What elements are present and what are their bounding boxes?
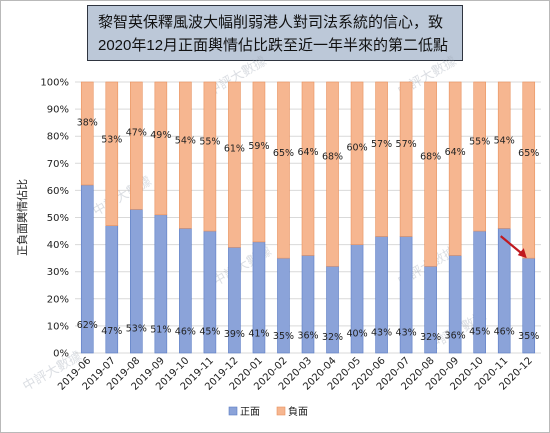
data-label-negative: 57%	[371, 139, 392, 150]
data-label-positive: 51%	[150, 324, 171, 335]
data-label-positive: 41%	[248, 328, 269, 339]
data-label-negative: 38%	[77, 117, 98, 128]
y-tick-label: 70%	[47, 159, 69, 170]
data-label-positive: 40%	[346, 329, 367, 340]
bar-negative	[228, 81, 241, 248]
bar-negative	[424, 81, 437, 267]
bar-negative	[522, 81, 536, 259]
y-axis-title: 正負面輿情佔比	[15, 179, 29, 256]
legend-label-positive: 正面	[240, 407, 260, 418]
data-label-positive: 45%	[199, 327, 220, 338]
data-label-positive: 35%	[518, 331, 539, 342]
bar-negative	[473, 81, 486, 232]
bar-negative	[203, 81, 217, 232]
data-label-positive: 62%	[77, 320, 98, 331]
data-label-positive: 43%	[371, 328, 392, 339]
data-label-negative: 60%	[346, 142, 367, 153]
data-label-negative: 53%	[101, 134, 122, 145]
data-label-negative: 47%	[126, 127, 147, 138]
data-label-negative: 61%	[224, 143, 245, 154]
data-label-negative: 57%	[396, 139, 417, 150]
data-label-negative: 64%	[445, 147, 466, 158]
data-label-negative: 64%	[297, 147, 318, 158]
data-label-negative: 54%	[494, 135, 515, 146]
data-label-negative: 55%	[199, 137, 220, 148]
bar-negative	[497, 81, 511, 229]
bar-negative	[179, 81, 192, 229]
bar-negative	[326, 81, 339, 267]
y-tick-label: 80%	[47, 132, 69, 143]
data-label-positive: 35%	[273, 331, 294, 342]
watermark: 中評大數據	[91, 174, 155, 219]
y-tick-label: 50%	[47, 213, 69, 224]
data-label-negative: 68%	[420, 151, 441, 162]
data-label-negative: 59%	[248, 141, 269, 152]
data-label-positive: 43%	[396, 328, 417, 339]
legend-label-negative: 負面	[288, 406, 308, 418]
data-label-negative: 65%	[273, 148, 294, 159]
legend-swatch-negative	[276, 406, 286, 416]
data-label-positive: 36%	[297, 330, 318, 341]
y-tick-label: 20%	[47, 294, 69, 305]
data-label-positive: 45%	[469, 327, 490, 338]
data-label-positive: 46%	[175, 326, 196, 337]
data-label-negative: 55%	[469, 137, 490, 148]
bar-negative	[130, 81, 143, 210]
annotation-arrow-head	[517, 248, 527, 259]
data-label-positive: 32%	[420, 332, 441, 343]
y-tick-label: 30%	[47, 267, 69, 278]
bar-negative	[375, 81, 388, 237]
bar-negative	[399, 81, 413, 237]
bar-negative	[105, 81, 119, 226]
y-tick-label: 60%	[47, 186, 69, 197]
bar-negative	[252, 81, 266, 243]
y-tick-label: 0%	[53, 349, 69, 360]
chart-title: 黎智英保釋風波大幅削弱港人對司法系統的信心，致2020年12月正面輿情佔比跌至近…	[87, 5, 463, 61]
bar-negative	[350, 81, 364, 245]
bar-negative	[448, 81, 462, 256]
y-tick-label: 40%	[47, 240, 69, 251]
bar-negative	[301, 81, 315, 256]
legend-swatch-positive	[228, 406, 238, 416]
data-label-negative: 65%	[518, 148, 539, 159]
y-tick-label: 90%	[47, 105, 69, 116]
data-label-negative: 49%	[150, 130, 171, 141]
annotation-arrow-line	[500, 235, 525, 256]
data-label-positive: 36%	[445, 330, 466, 341]
data-label-positive: 47%	[101, 326, 122, 337]
bar-negative	[154, 81, 168, 216]
bar-negative	[277, 81, 290, 259]
y-tick-label: 100%	[40, 78, 69, 89]
data-label-positive: 53%	[126, 323, 147, 334]
data-label-positive: 46%	[494, 326, 515, 337]
y-tick-label: 10%	[47, 321, 69, 332]
data-label-positive: 32%	[322, 332, 343, 343]
data-label-positive: 39%	[224, 329, 245, 340]
data-label-negative: 54%	[175, 135, 196, 146]
data-label-negative: 68%	[322, 151, 343, 162]
bar-negative	[80, 81, 94, 186]
